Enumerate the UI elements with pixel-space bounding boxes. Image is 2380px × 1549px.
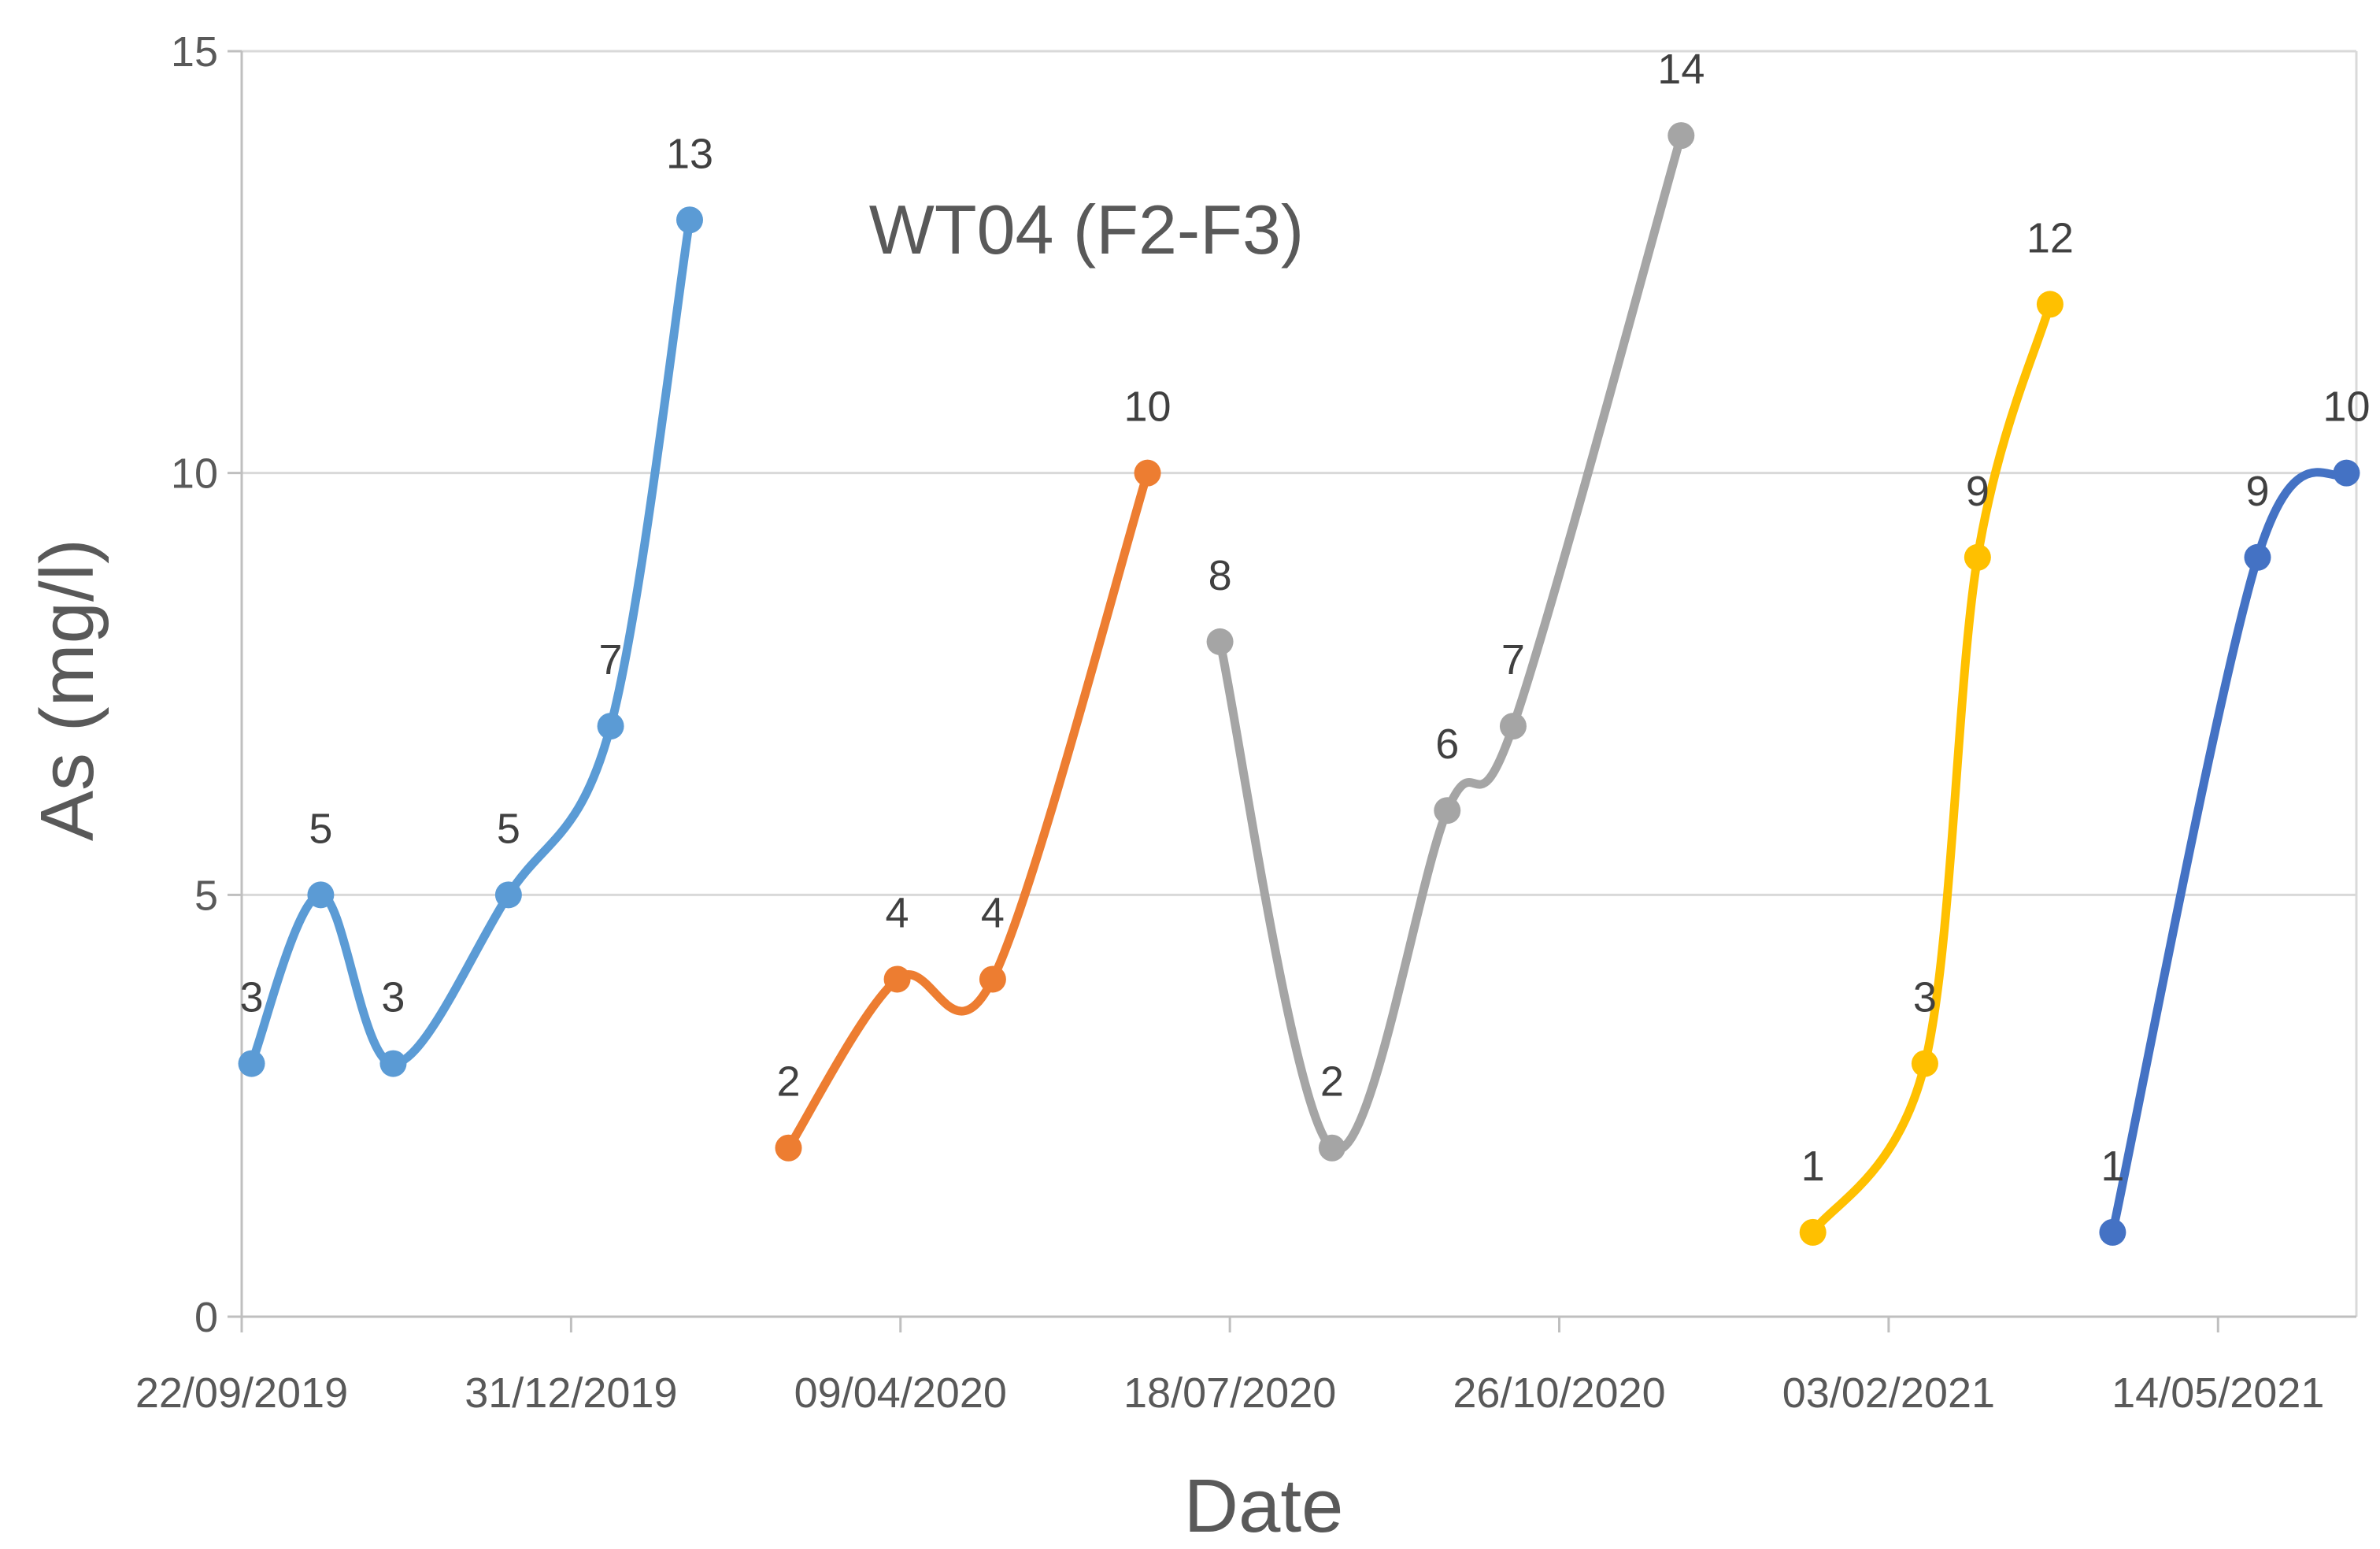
y-tick-label: 5 [194,872,218,919]
gridlines [242,50,2358,1317]
data-point [597,713,624,740]
series-line-5 [2108,468,2351,1237]
y-tick-label: 15 [171,28,218,76]
data-point [2333,459,2360,487]
x-tick-label: 22/09/2019 [135,1369,348,1417]
data-point [238,1050,265,1077]
data-point [494,881,522,909]
y-axis-title: As (mg/l) [25,539,109,841]
data-label: 1 [1801,1143,1825,1190]
data-label: 2 [776,1058,800,1106]
data-label: 14 [1657,46,1704,93]
data-point [676,206,703,234]
data-point [1667,122,1695,150]
data-point [1499,713,1527,740]
data-point [1964,543,1991,571]
data-point [883,965,911,993]
series-line-2 [784,469,1153,1153]
data-point [1799,1218,1827,1246]
data-point [979,965,1006,993]
data-point [1434,797,1461,825]
data-label: 9 [2245,468,2269,515]
x-axis-title: Date [1184,1464,1344,1548]
data-label: 12 [2027,214,2074,261]
data-point [307,881,335,909]
series-lines [247,131,2351,1237]
series-line-1 [247,215,694,1069]
data-label: 3 [1913,974,1937,1021]
data-label: 2 [1320,1058,1344,1106]
data-label: 6 [1435,721,1459,768]
y-tick-label: 10 [171,450,218,498]
data-point [1206,628,1234,655]
data-point [1911,1050,1938,1077]
data-label: 8 [1209,552,1232,599]
x-tick-label: 31/12/2019 [465,1369,677,1417]
chart-title: WT04 (F2-F3) [869,191,1304,269]
data-label: 7 [599,636,623,684]
data-label: 4 [981,889,1005,936]
x-tick-label: 03/02/2021 [1782,1369,1995,1417]
data-label: 5 [309,805,332,852]
data-point [379,1050,407,1077]
data-point [1318,1134,1345,1162]
data-point [775,1134,802,1162]
data-label: 13 [666,130,713,177]
data-label: 1 [2101,1143,2124,1190]
data-label: 9 [1966,468,1990,515]
data-label: 3 [381,974,405,1021]
x-tick-label: 26/10/2020 [1453,1369,1665,1417]
series-line-3 [1216,131,1686,1154]
x-tick-label: 18/07/2020 [1123,1369,1336,1417]
data-label: 5 [497,805,520,852]
data-label: 10 [2323,384,2370,431]
data-point [2244,543,2271,571]
data-label: 7 [1501,636,1525,684]
data-label: 10 [1124,384,1171,431]
y-tick-label: 0 [194,1294,218,1341]
data-label: 4 [886,889,909,936]
data-label: 3 [240,974,264,1021]
data-point [2036,291,2064,318]
data-points [238,122,2360,1246]
series-line-4 [1808,299,2055,1237]
x-tick-label: 09/04/2020 [794,1369,1007,1417]
x-tick-label: 14/05/2021 [2112,1369,2324,1417]
data-point [2099,1218,2126,1246]
data-point [1134,459,1161,487]
